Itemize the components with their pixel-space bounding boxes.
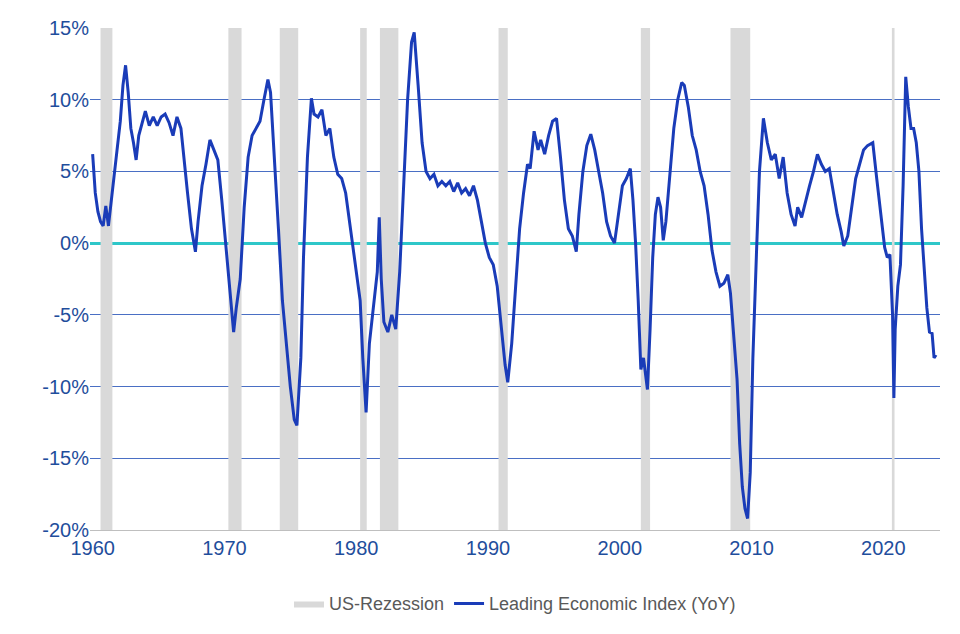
svg-text:1960: 1960	[70, 537, 115, 559]
svg-text:Leading Economic Index (YoY): Leading Economic Index (YoY)	[489, 594, 736, 614]
svg-text:-15%: -15%	[42, 447, 89, 469]
svg-text:2020: 2020	[861, 537, 906, 559]
svg-text:US-Rezession: US-Rezession	[329, 594, 444, 614]
svg-text:-20%: -20%	[42, 519, 89, 541]
svg-text:10%: 10%	[49, 89, 89, 111]
svg-text:0%: 0%	[60, 232, 89, 254]
svg-text:1980: 1980	[334, 537, 379, 559]
svg-text:15%: 15%	[49, 17, 89, 39]
svg-text:2010: 2010	[729, 537, 774, 559]
svg-text:2000: 2000	[598, 537, 643, 559]
svg-text:-5%: -5%	[53, 304, 89, 326]
svg-text:1990: 1990	[466, 537, 511, 559]
svg-text:-10%: -10%	[42, 376, 89, 398]
svg-text:1970: 1970	[202, 537, 247, 559]
svg-text:5%: 5%	[60, 160, 89, 182]
